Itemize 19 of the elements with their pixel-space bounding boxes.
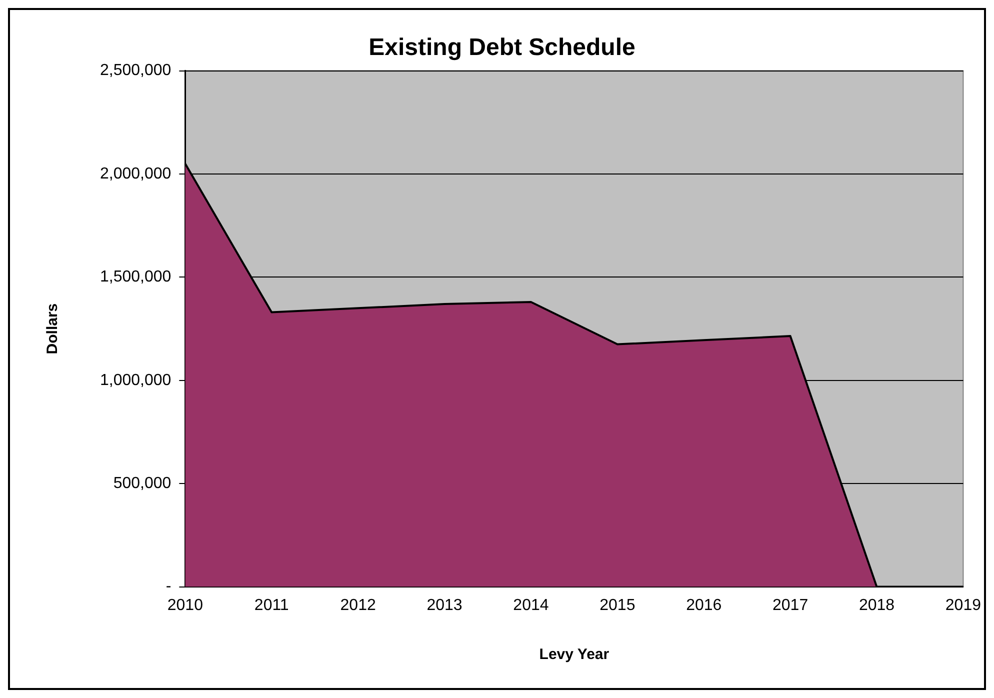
y-axis-title: Dollars <box>44 303 62 354</box>
y-tick-label: 1,000,000 <box>100 372 172 389</box>
x-tick-label: 2010 <box>167 596 204 614</box>
y-tick-label: 500,000 <box>113 475 172 492</box>
y-tick-label: 2,000,000 <box>100 165 172 182</box>
x-tick-label: 2015 <box>600 596 636 614</box>
x-tick-label: 2019 <box>945 596 982 614</box>
x-tick-label: 2014 <box>513 596 549 614</box>
x-tick-label: 2012 <box>340 596 376 614</box>
x-tick-label: 2018 <box>858 596 895 614</box>
x-axis-title: Levy Year <box>539 646 610 664</box>
x-tick-label: 2013 <box>426 596 462 614</box>
chart-title: Existing Debt Schedule <box>368 34 636 62</box>
x-tick-label: 2017 <box>772 596 808 614</box>
y-tick-label: 2,500,000 <box>100 62 172 80</box>
y-tick-label: 1,500,000 <box>100 268 172 286</box>
x-tick-label: 2011 <box>254 596 289 614</box>
y-tick-label: - <box>166 578 172 596</box>
x-tick-label: 2016 <box>686 596 722 614</box>
